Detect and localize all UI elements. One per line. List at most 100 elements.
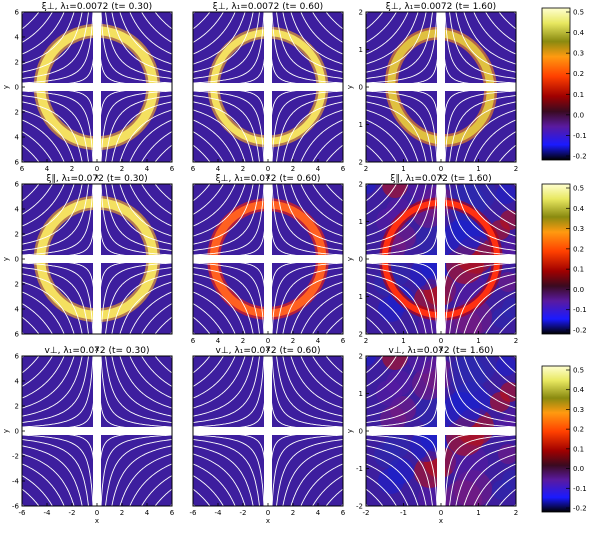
field-line [301,225,343,245]
panel-7: v⊥, λ₁=0.072 (t= 0.30) -6 -4 -2 0 2 4 6 6 4 2 0 -2 -4… [2,346,175,525]
field-line [490,463,516,481]
y-tick-label: 2 [359,159,363,167]
field-line [301,101,343,121]
field-blob [410,258,442,290]
field-line [154,200,172,215]
field-line [366,316,376,326]
field-line [498,324,508,334]
field-line [366,397,408,417]
y-tick-label: 2 [15,109,19,117]
x-axis-label: x [95,517,99,525]
field-line [466,405,516,423]
field-blob [382,184,408,198]
field-line [100,184,115,242]
panel-8: v⊥, λ₁=0.072 (t= 0.60) -6 -4 -2 0 2 4 6 x [190,346,346,525]
y-tick-label: 1 [359,46,363,54]
field-blob [496,184,516,204]
field-line [366,233,416,251]
field-line [119,128,139,162]
field-line [154,184,164,194]
field-line [154,12,164,22]
field-line [466,267,516,285]
field-line [154,131,172,146]
field-line [63,356,83,398]
colorbar-tick-label: -0.1 [573,132,587,140]
colorbar-tick-label: 0.5 [573,185,584,193]
field-line [490,37,516,55]
field-line [201,12,211,22]
colorbar-tick-label: 0.3 [573,50,584,58]
field-line [276,284,294,334]
field-line [129,356,147,382]
field-line [300,308,318,334]
field-line [458,90,516,105]
field-line [490,209,516,227]
field-line [455,12,475,54]
field-blob [366,184,376,194]
field-line [309,453,343,473]
field-line [374,356,384,366]
colorbar-tick-label: 0.5 [573,9,584,17]
field-line [506,144,516,154]
field-blob [412,368,444,400]
field-line [473,356,491,382]
field-line [234,292,254,334]
field-line [250,276,265,334]
x-tick-label: 2 [291,509,295,517]
x-axis-label: x [439,345,443,353]
field-line [22,131,40,146]
field-line [22,267,72,285]
field-line [333,316,343,326]
field-line [22,225,64,245]
field-line [415,12,433,62]
field-line [79,356,94,414]
field-line [325,131,343,146]
field-line [193,372,211,387]
colorbar-1: 0.5 0.4 0.3 0.2 0.1 0.0 -0.1 -0.2 [541,7,587,161]
field-line [130,53,172,73]
field-line [285,434,343,449]
field-line [391,356,409,382]
field-line [100,12,115,70]
field-line [71,184,89,234]
field-line [114,241,172,256]
field-line [366,217,400,237]
field-line [366,95,416,113]
field-line [71,456,89,506]
field-line [226,356,246,390]
field-line [285,90,343,105]
field-line [250,448,265,506]
field-line [366,389,400,409]
field-line [366,303,384,318]
field-line [366,241,424,256]
field-line [366,267,416,285]
field-line [146,209,172,227]
field-line [209,316,224,334]
field-line [130,225,172,245]
field-line [141,488,156,506]
field-line [22,413,80,428]
field-line [22,303,40,318]
field-line [193,101,235,121]
field-line [290,12,310,46]
field-line [391,308,409,334]
field-line [193,95,243,113]
field-line [474,397,516,417]
field-line [22,381,48,399]
field-line [285,69,343,84]
colorbar-tick-label: 0.1 [573,445,584,453]
field-line [455,292,475,334]
field-line [312,316,327,334]
field-line [71,284,89,334]
field-line [141,12,156,30]
field-line [209,144,224,162]
colorbar-scale [541,365,571,513]
field-line [498,28,516,43]
field-line [129,480,147,506]
field-line [474,101,516,121]
field-line [466,61,516,79]
field-line [333,192,343,202]
field-line [485,12,500,30]
field-line [193,273,235,293]
field-line [100,276,115,334]
